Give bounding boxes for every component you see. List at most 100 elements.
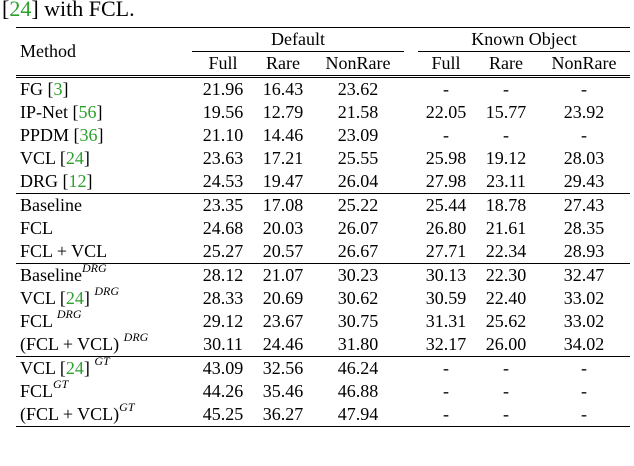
value-cell: 25.22 xyxy=(312,193,404,217)
value-cell: 25.62 xyxy=(485,311,527,331)
value-cell: 33.02 xyxy=(563,311,605,331)
value-cell: 23.11 xyxy=(486,171,526,191)
value-cell: 27.43 xyxy=(538,193,631,217)
value-cell: - xyxy=(503,125,509,145)
table-row: FCLGT 44.26 35.46 46.88 - - - xyxy=(16,377,630,403)
citation-link[interactable]: 12 xyxy=(68,171,87,191)
value-cell: 20.57 xyxy=(262,241,304,261)
method-cell: DRG [12] xyxy=(20,171,93,191)
value-cell: 26.80 xyxy=(425,218,467,238)
value-cell: 28.93 xyxy=(563,241,605,261)
method-cell: FCLGT xyxy=(20,377,69,401)
value-cell: 32.56 xyxy=(254,356,312,380)
value-cell: - xyxy=(503,381,509,401)
value-cell: 43.09 xyxy=(192,356,254,380)
citation-link[interactable]: 24 xyxy=(9,0,32,21)
citation-link[interactable]: 56 xyxy=(78,102,97,122)
value-cell: 29.43 xyxy=(563,171,605,191)
value-cell: 31.31 xyxy=(425,311,467,331)
citation-link[interactable]: 24 xyxy=(65,358,84,378)
method-cell: (FCL + VCL) DRG xyxy=(20,330,149,354)
value-cell: 32.47 xyxy=(538,263,631,287)
caption: [24] with FCL. xyxy=(2,0,135,24)
superscript: DRG xyxy=(123,330,149,344)
table-row: FCL + VCL 25.27 20.57 26.67 27.71 22.34 28.93 xyxy=(16,240,630,264)
value-cell: 12.79 xyxy=(262,102,304,122)
value-cell: 23.35 xyxy=(192,193,254,217)
value-cell: 34.02 xyxy=(563,334,605,354)
value-cell: 23.09 xyxy=(337,125,379,145)
value-cell: - xyxy=(418,356,474,380)
table-row: VCL [24] DRG 28.33 20.69 30.62 30.59 22.40 33.… xyxy=(16,284,630,310)
column-header: Rare xyxy=(489,53,523,73)
value-cell: 46.88 xyxy=(337,381,379,401)
value-cell: 26.67 xyxy=(337,241,379,261)
value-cell: 26.04 xyxy=(337,171,379,191)
value-cell: 27.98 xyxy=(425,171,467,191)
value-cell: 18.78 xyxy=(474,193,538,217)
value-cell: - xyxy=(581,381,588,401)
value-cell: 24.68 xyxy=(202,218,244,238)
superscript: GT xyxy=(53,377,69,391)
value-cell: - xyxy=(538,403,631,427)
value-cell: 20.03 xyxy=(262,218,304,238)
citation-link[interactable]: 3 xyxy=(53,79,63,99)
value-cell: 20.69 xyxy=(262,288,304,308)
table-row: (FCL + VCL)GT 45.25 36.27 47.94- - - xyxy=(16,400,631,427)
value-cell: - xyxy=(418,75,474,101)
value-cell: 25.55 xyxy=(337,148,379,168)
value-cell: 17.08 xyxy=(254,193,312,217)
method-cell: FCL DRG xyxy=(20,307,82,331)
column-header: Full xyxy=(431,53,461,73)
value-cell: 32.17 xyxy=(425,334,467,354)
value-cell: 30.62 xyxy=(337,288,379,308)
results-table: Method Default Known Object Full Rare No… xyxy=(16,27,631,427)
citation-link[interactable]: 24 xyxy=(65,148,84,168)
value-cell: 24.46 xyxy=(262,334,304,354)
value-cell: 23.67 xyxy=(262,311,304,331)
method-cell: Baseline xyxy=(16,193,192,217)
method-header: Method xyxy=(16,27,192,77)
value-cell: - xyxy=(474,356,538,380)
value-cell: 22.30 xyxy=(474,263,538,287)
value-cell: - xyxy=(581,125,588,145)
value-cell: 14.46 xyxy=(262,125,304,145)
value-cell: 25.27 xyxy=(202,241,244,261)
value-cell: - xyxy=(443,381,449,401)
superscript: GT xyxy=(119,400,135,414)
value-cell: 24.53 xyxy=(202,171,244,191)
method-cell: FCL + VCL xyxy=(20,241,108,261)
value-cell: 36.27 xyxy=(254,403,312,427)
value-cell: 35.46 xyxy=(262,381,304,401)
known-object-group-header: Known Object xyxy=(418,27,631,52)
method-cell: FCL xyxy=(20,218,54,238)
value-cell: 21.10 xyxy=(202,125,244,145)
table-row: FCL 24.68 20.03 26.07 26.80 21.61 28.35 xyxy=(16,217,630,240)
value-cell: 45.25 xyxy=(192,403,254,427)
value-cell: 19.56 xyxy=(202,102,244,122)
value-cell: 28.12 xyxy=(192,263,254,287)
value-cell: 30.75 xyxy=(337,311,379,331)
citation-link[interactable]: 36 xyxy=(79,125,98,145)
method-cell: VCL [24] DRG xyxy=(20,284,119,308)
value-cell: 23.63 xyxy=(202,148,244,168)
value-cell: 44.26 xyxy=(202,381,244,401)
citation-link[interactable]: 24 xyxy=(65,288,84,308)
method-cell: (FCL + VCL)GT xyxy=(16,400,192,427)
value-cell: 15.77 xyxy=(485,102,527,122)
superscript: GT xyxy=(94,354,110,368)
value-cell: 21.58 xyxy=(337,102,379,122)
value-cell: 26.00 xyxy=(485,334,527,354)
column-header: Full xyxy=(208,53,238,73)
value-cell: - xyxy=(538,75,631,101)
value-cell: 29.12 xyxy=(202,311,244,331)
value-cell: 23.62 xyxy=(312,75,404,101)
table-row: (FCL + VCL) DRG 30.11 24.46 31.80 32.17 26.00… xyxy=(16,330,630,357)
value-cell: 28.03 xyxy=(563,148,605,168)
value-cell: 30.23 xyxy=(312,263,404,287)
value-cell: 30.13 xyxy=(418,263,474,287)
value-cell: 25.44 xyxy=(418,193,474,217)
value-cell: 28.35 xyxy=(563,218,605,238)
value-cell: 26.07 xyxy=(337,218,379,238)
table-row: VCL [24] GT 43.09 32.56 46.24- - - xyxy=(16,354,631,380)
